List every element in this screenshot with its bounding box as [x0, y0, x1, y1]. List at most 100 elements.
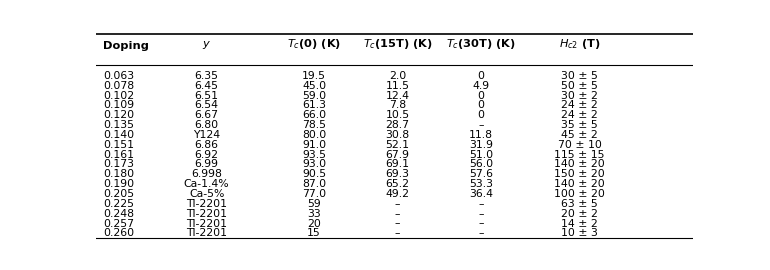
Text: 0.078: 0.078 [103, 81, 135, 91]
Text: 0.173: 0.173 [103, 160, 135, 170]
Text: 6.51: 6.51 [195, 90, 219, 100]
Text: 51.0: 51.0 [469, 150, 494, 160]
Text: 6.86: 6.86 [195, 140, 219, 150]
Text: Tl-2201: Tl-2201 [186, 199, 227, 209]
Text: 93.5: 93.5 [302, 150, 326, 160]
Text: 0.151: 0.151 [103, 140, 135, 150]
Text: 140 ± 20: 140 ± 20 [554, 160, 605, 170]
Text: 90.5: 90.5 [302, 169, 326, 179]
Text: 0.140: 0.140 [103, 130, 135, 140]
Text: 0: 0 [477, 90, 484, 100]
Text: –: – [395, 228, 400, 238]
Text: 6.80: 6.80 [195, 120, 219, 130]
Text: 91.0: 91.0 [302, 140, 326, 150]
Text: $H_{c2}$ (T): $H_{c2}$ (T) [559, 37, 601, 51]
Text: 7.8: 7.8 [389, 100, 406, 110]
Text: 0.102: 0.102 [103, 90, 135, 100]
Text: 15: 15 [307, 228, 321, 238]
Text: 45.0: 45.0 [302, 81, 326, 91]
Text: 33: 33 [307, 209, 321, 219]
Text: 45 ± 2: 45 ± 2 [561, 130, 598, 140]
Text: Ca-5%: Ca-5% [189, 189, 224, 199]
Text: 61.3: 61.3 [302, 100, 326, 110]
Text: –: – [478, 199, 484, 209]
Text: 0.109: 0.109 [103, 100, 135, 110]
Text: 0.225: 0.225 [103, 199, 135, 209]
Text: 0.190: 0.190 [103, 179, 135, 189]
Text: 50 ± 5: 50 ± 5 [561, 81, 598, 91]
Text: 49.2: 49.2 [386, 189, 410, 199]
Text: 4.9: 4.9 [473, 81, 490, 91]
Text: 6.54: 6.54 [195, 100, 219, 110]
Text: 150 ± 20: 150 ± 20 [554, 169, 605, 179]
Text: 93.0: 93.0 [302, 160, 326, 170]
Text: 19.5: 19.5 [302, 71, 326, 81]
Text: 36.4: 36.4 [469, 189, 493, 199]
Text: 31.9: 31.9 [469, 140, 493, 150]
Text: 24 ± 2: 24 ± 2 [561, 110, 598, 120]
Text: Tl-2201: Tl-2201 [186, 228, 227, 238]
Text: Tl-2201: Tl-2201 [186, 209, 227, 219]
Text: 87.0: 87.0 [302, 179, 326, 189]
Text: 6.92: 6.92 [195, 150, 219, 160]
Text: –: – [395, 199, 400, 209]
Text: 67.9: 67.9 [386, 150, 410, 160]
Text: 20: 20 [307, 218, 321, 228]
Text: 20 ± 2: 20 ± 2 [561, 209, 598, 219]
Text: 0.135: 0.135 [103, 120, 135, 130]
Text: 14 ± 2: 14 ± 2 [561, 218, 598, 228]
Text: 10 ± 3: 10 ± 3 [561, 228, 598, 238]
Text: 59.0: 59.0 [302, 90, 326, 100]
Text: 56.0: 56.0 [469, 160, 494, 170]
Text: 6.99: 6.99 [195, 160, 219, 170]
Text: 28.7: 28.7 [386, 120, 410, 130]
Text: 6.45: 6.45 [195, 81, 219, 91]
Text: –: – [478, 228, 484, 238]
Text: 35 ± 5: 35 ± 5 [561, 120, 598, 130]
Text: 0.205: 0.205 [103, 189, 135, 199]
Text: 6.998: 6.998 [191, 169, 222, 179]
Text: 0: 0 [477, 71, 484, 81]
Text: 0.120: 0.120 [103, 110, 135, 120]
Text: 115 ± 15: 115 ± 15 [554, 150, 605, 160]
Text: $T_c$(15T) (K): $T_c$(15T) (K) [363, 37, 433, 51]
Text: 0.180: 0.180 [103, 169, 135, 179]
Text: 0.260: 0.260 [103, 228, 135, 238]
Text: 53.3: 53.3 [469, 179, 493, 189]
Text: –: – [395, 218, 400, 228]
Text: 66.0: 66.0 [302, 110, 326, 120]
Text: –: – [395, 209, 400, 219]
Text: 24 ± 2: 24 ± 2 [561, 100, 598, 110]
Text: 11.8: 11.8 [469, 130, 493, 140]
Text: $T_c$(0) (K): $T_c$(0) (K) [287, 37, 341, 51]
Text: 70 ± 10: 70 ± 10 [557, 140, 601, 150]
Text: 78.5: 78.5 [302, 120, 326, 130]
Text: 6.35: 6.35 [195, 71, 219, 81]
Text: 11.5: 11.5 [386, 81, 410, 91]
Text: 100 ± 20: 100 ± 20 [554, 189, 605, 199]
Text: 59: 59 [307, 199, 321, 209]
Text: Ca-1.4%: Ca-1.4% [184, 179, 229, 189]
Text: Doping: Doping [103, 41, 149, 51]
Text: 52.1: 52.1 [386, 140, 410, 150]
Text: 0: 0 [477, 110, 484, 120]
Text: –: – [478, 218, 484, 228]
Text: –: – [478, 120, 484, 130]
Text: 12.4: 12.4 [386, 90, 410, 100]
Text: 6.67: 6.67 [195, 110, 219, 120]
Text: 2.0: 2.0 [389, 71, 407, 81]
Text: 77.0: 77.0 [302, 189, 326, 199]
Text: –: – [478, 209, 484, 219]
Text: 140 ± 20: 140 ± 20 [554, 179, 605, 189]
Text: 30.8: 30.8 [386, 130, 410, 140]
Text: 30 ± 2: 30 ± 2 [561, 90, 598, 100]
Text: 63 ± 5: 63 ± 5 [561, 199, 598, 209]
Text: $T_c$(30T) (K): $T_c$(30T) (K) [447, 37, 516, 51]
Text: 0.161: 0.161 [103, 150, 135, 160]
Text: 0.063: 0.063 [103, 71, 135, 81]
Text: 69.1: 69.1 [386, 160, 410, 170]
Text: 65.2: 65.2 [386, 179, 410, 189]
Text: 57.6: 57.6 [469, 169, 493, 179]
Text: Tl-2201: Tl-2201 [186, 218, 227, 228]
Text: 10.5: 10.5 [386, 110, 410, 120]
